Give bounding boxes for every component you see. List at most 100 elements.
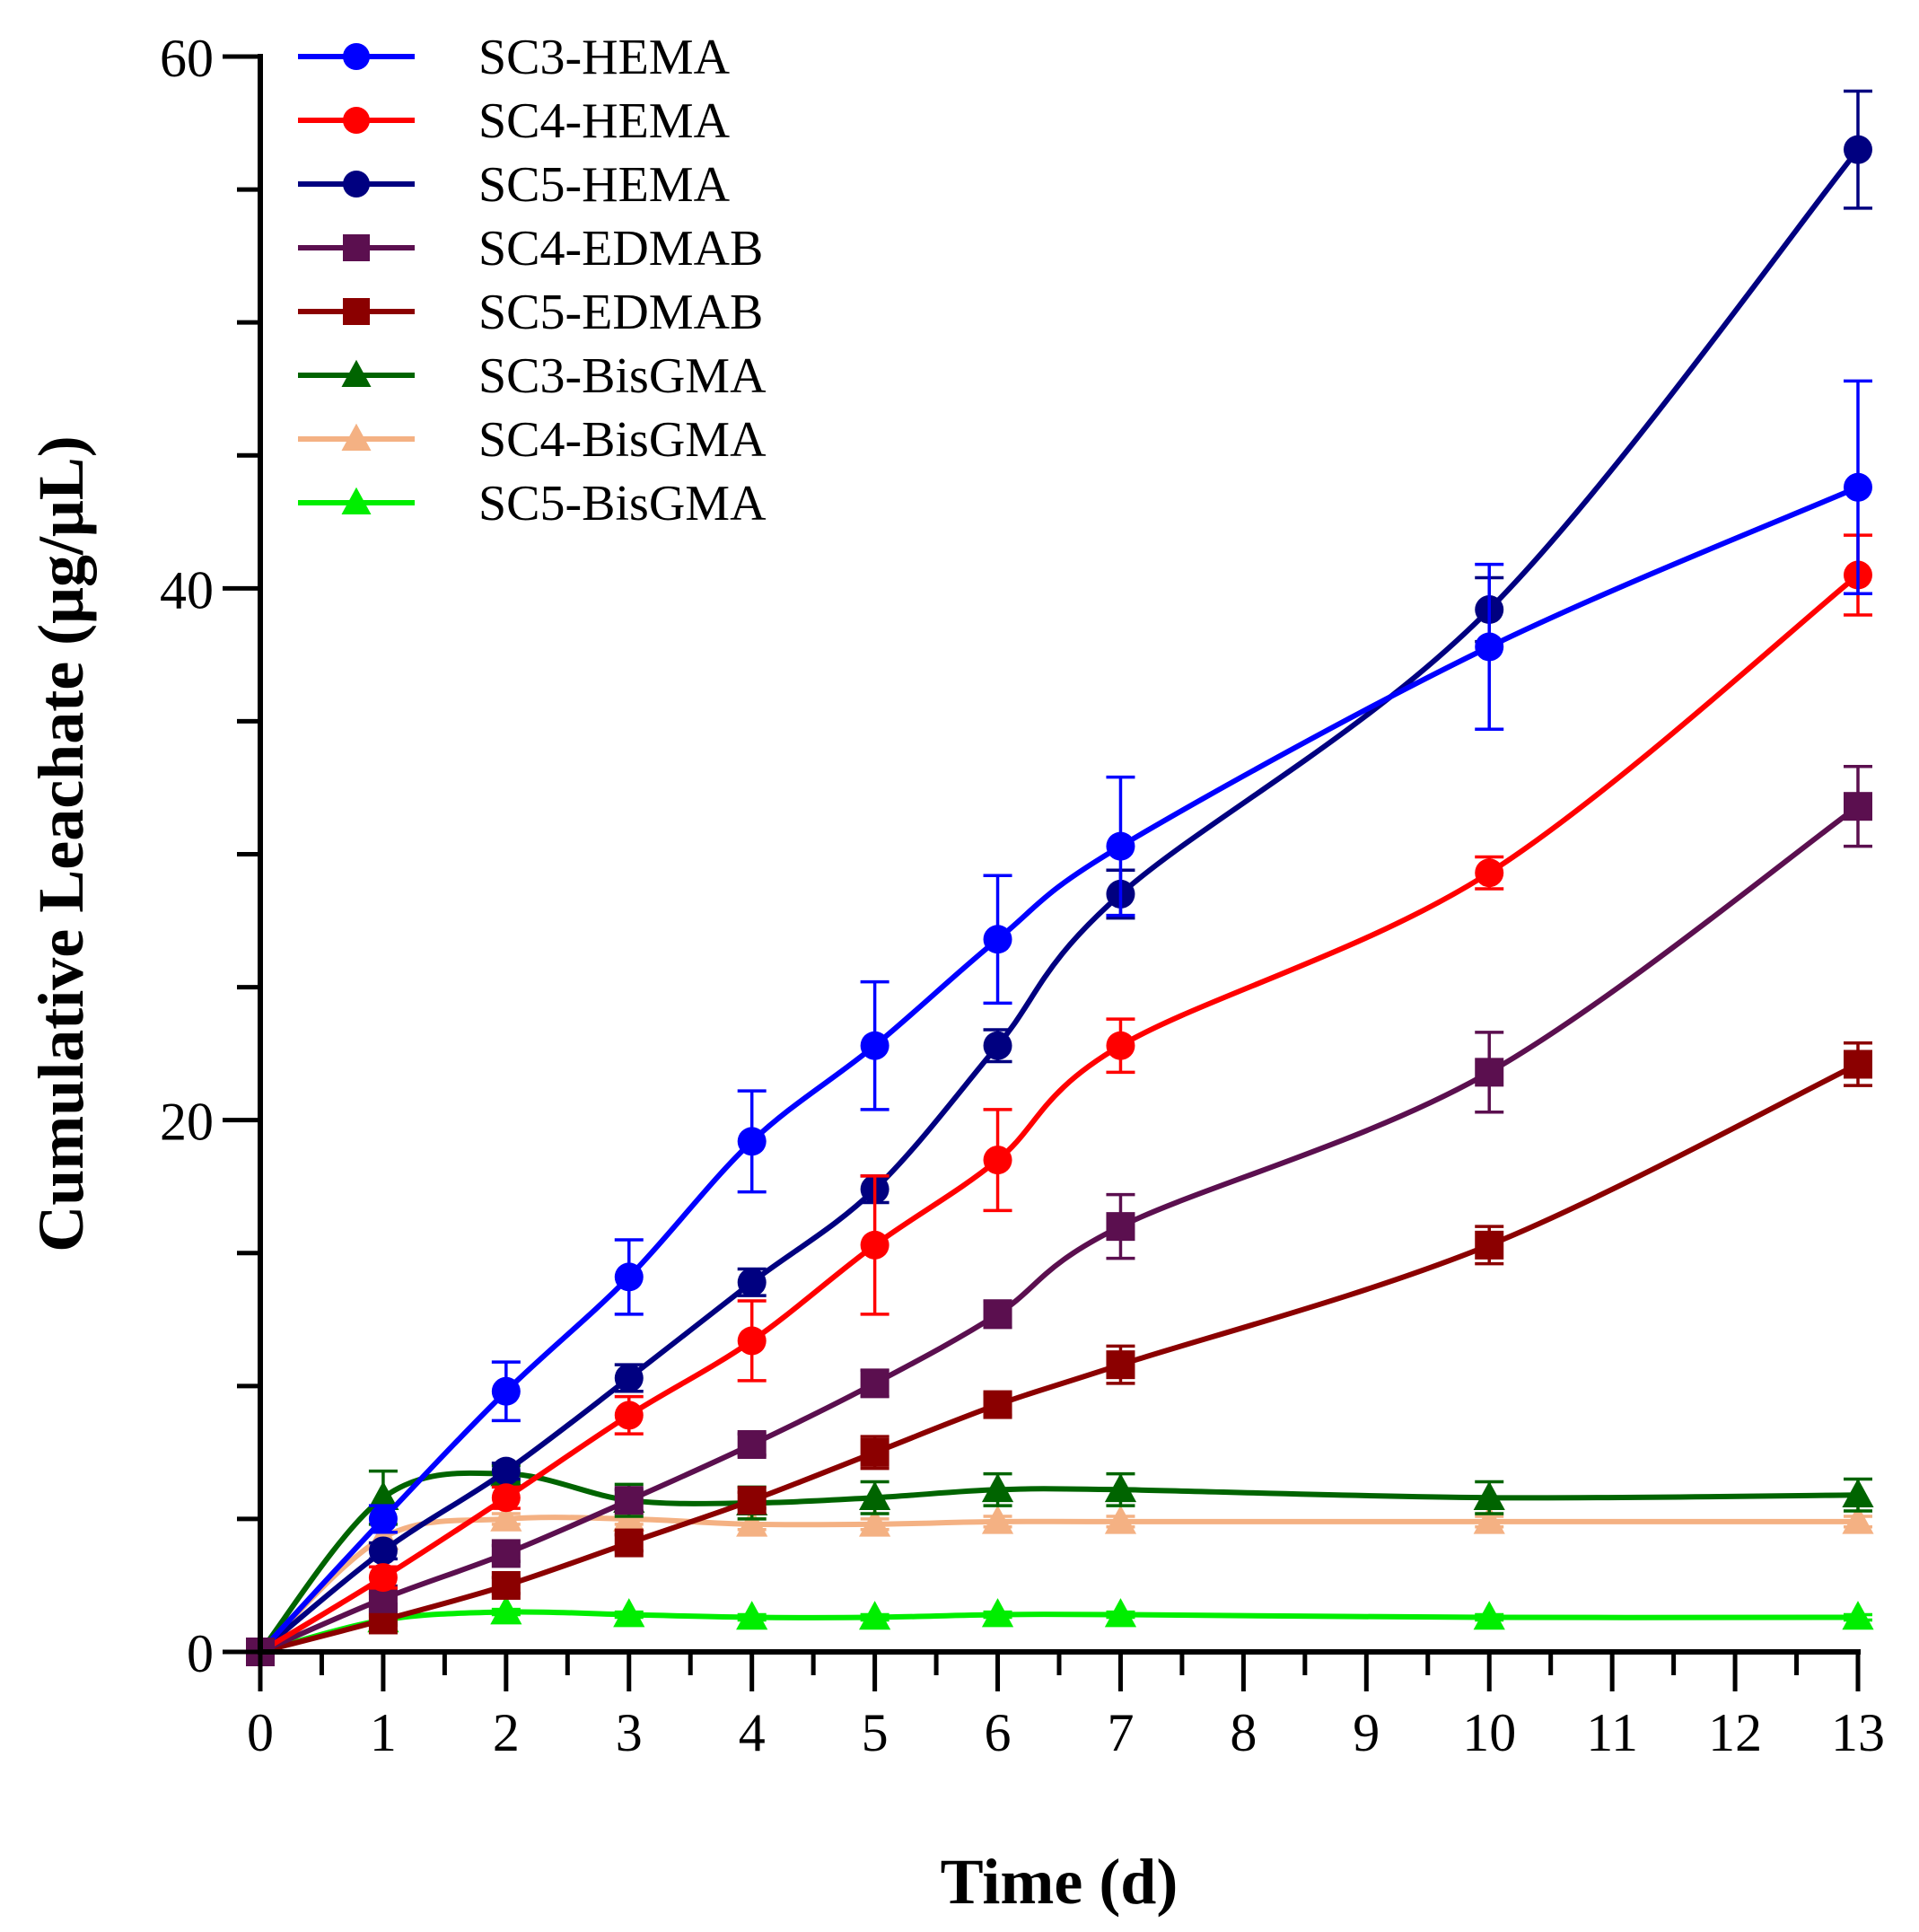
data-point: [1106, 831, 1135, 861]
x-tick-label: 2: [493, 1703, 520, 1762]
series-SC5-EDMAB: [246, 1041, 1872, 1666]
data-point: [491, 1539, 521, 1568]
data-point: [981, 1505, 1014, 1534]
data-point: [490, 1502, 522, 1532]
data-point: [1473, 1601, 1505, 1630]
data-point: [1475, 1230, 1504, 1260]
data-point: [1842, 1478, 1874, 1508]
data-point: [1475, 858, 1504, 888]
data-point: [983, 1390, 1012, 1419]
x-tick-label: 6: [985, 1703, 1012, 1762]
data-point: [1844, 472, 1872, 502]
data-point: [1475, 1058, 1504, 1087]
data-point: [614, 1262, 644, 1292]
x-tick-label: 8: [1230, 1703, 1257, 1762]
legend-swatch-marker: [343, 298, 370, 325]
legend-swatch-marker: [343, 234, 370, 261]
x-tick-label: 1: [370, 1703, 397, 1762]
data-point: [491, 1570, 521, 1600]
x-tick-label: 3: [616, 1703, 643, 1762]
data-point: [860, 1031, 889, 1060]
y-tick-label: 0: [187, 1624, 214, 1683]
data-point: [1473, 1505, 1505, 1534]
x-tick-label: 13: [1831, 1703, 1885, 1762]
series-SC4-BisGMA: [246, 1502, 1874, 1666]
legend-label: SC4-EDMAB: [478, 221, 763, 277]
data-point: [1104, 1598, 1137, 1628]
plot-area: [246, 89, 1874, 1666]
y-tick-label: 20: [160, 1093, 214, 1152]
data-point: [859, 1601, 891, 1630]
data-point: [981, 1598, 1014, 1628]
data-point: [1104, 1472, 1137, 1503]
legend-item-SC3-HEMA: SC3-HEMA: [298, 30, 731, 85]
data-point: [614, 1528, 644, 1558]
data-point: [490, 1595, 522, 1625]
data-point: [367, 1480, 399, 1511]
data-point: [983, 1299, 1012, 1329]
x-tick-label: 9: [1353, 1703, 1380, 1762]
legend-swatch-marker: [341, 423, 372, 451]
data-point: [737, 1326, 767, 1356]
legend-label: SC5-BisGMA: [478, 476, 767, 531]
legend-swatch-marker: [343, 171, 370, 198]
data-point: [1842, 1505, 1874, 1534]
data-point: [613, 1598, 645, 1628]
legend-swatch-marker: [343, 107, 370, 134]
legend-label: SC5-HEMA: [478, 157, 731, 213]
legend-label: SC3-BisGMA: [478, 348, 767, 404]
data-point: [368, 1504, 398, 1533]
data-point: [491, 1483, 521, 1513]
data-point: [1106, 1031, 1135, 1060]
data-point: [368, 1536, 398, 1566]
series-SC4-EDMAB: [246, 765, 1872, 1666]
legend-swatch-marker: [341, 487, 372, 514]
legend-item-SC5-EDMAB: SC5-EDMAB: [298, 285, 763, 340]
y-axis-title: Cumulative Leachate (μg/μL): [25, 435, 97, 1252]
data-point: [368, 1563, 398, 1593]
legend: SC3-HEMA SC4-HEMA SC5-HEMA SC4-EDMAB SC5-EDM…: [298, 30, 767, 531]
legend-item-SC4-HEMA: SC4-HEMA: [298, 93, 731, 149]
data-point: [736, 1601, 768, 1630]
data-point: [614, 1363, 644, 1392]
x-tick-label: 5: [862, 1703, 889, 1762]
data-point: [1844, 792, 1872, 821]
data-point: [1104, 1505, 1137, 1534]
data-point: [1844, 135, 1872, 164]
data-point: [983, 925, 1012, 954]
data-point: [860, 1437, 889, 1467]
data-point: [1106, 1212, 1135, 1242]
data-point: [983, 1031, 1012, 1060]
data-point: [614, 1486, 644, 1515]
data-point: [737, 1429, 767, 1459]
data-point: [1473, 1480, 1505, 1511]
legend-item-SC4-BisGMA: SC4-BisGMA: [298, 412, 767, 468]
legend-label: SC5-EDMAB: [478, 285, 763, 340]
y-tick-label: 60: [160, 29, 214, 88]
series-SC4-HEMA: [246, 533, 1872, 1666]
data-point: [736, 1507, 768, 1537]
legend-label: SC4-BisGMA: [478, 412, 767, 468]
x-tick-label: 12: [1708, 1703, 1762, 1762]
legend-swatch-marker: [343, 43, 370, 70]
x-tick-label: 11: [1586, 1703, 1638, 1762]
y-tick-label: 40: [160, 560, 214, 619]
data-point: [981, 1472, 1014, 1503]
data-point: [1842, 1601, 1874, 1630]
legend-item-SC4-EDMAB: SC4-EDMAB: [298, 221, 763, 277]
x-tick-label: 10: [1462, 1703, 1516, 1762]
data-point: [860, 1230, 889, 1260]
data-point: [1475, 632, 1504, 662]
x-tick-label: 4: [739, 1703, 766, 1762]
data-point: [491, 1456, 521, 1486]
data-point: [860, 1368, 889, 1398]
data-point: [983, 1146, 1012, 1175]
legend-label: SC3-HEMA: [478, 30, 731, 85]
legend-swatch-marker: [341, 359, 372, 387]
data-point: [859, 1480, 891, 1511]
legend-item-SC5-BisGMA: SC5-BisGMA: [298, 476, 767, 531]
data-point: [1106, 1350, 1135, 1380]
legend-item-SC3-BisGMA: SC3-BisGMA: [298, 348, 767, 404]
legend-item-SC5-HEMA: SC5-HEMA: [298, 157, 731, 213]
